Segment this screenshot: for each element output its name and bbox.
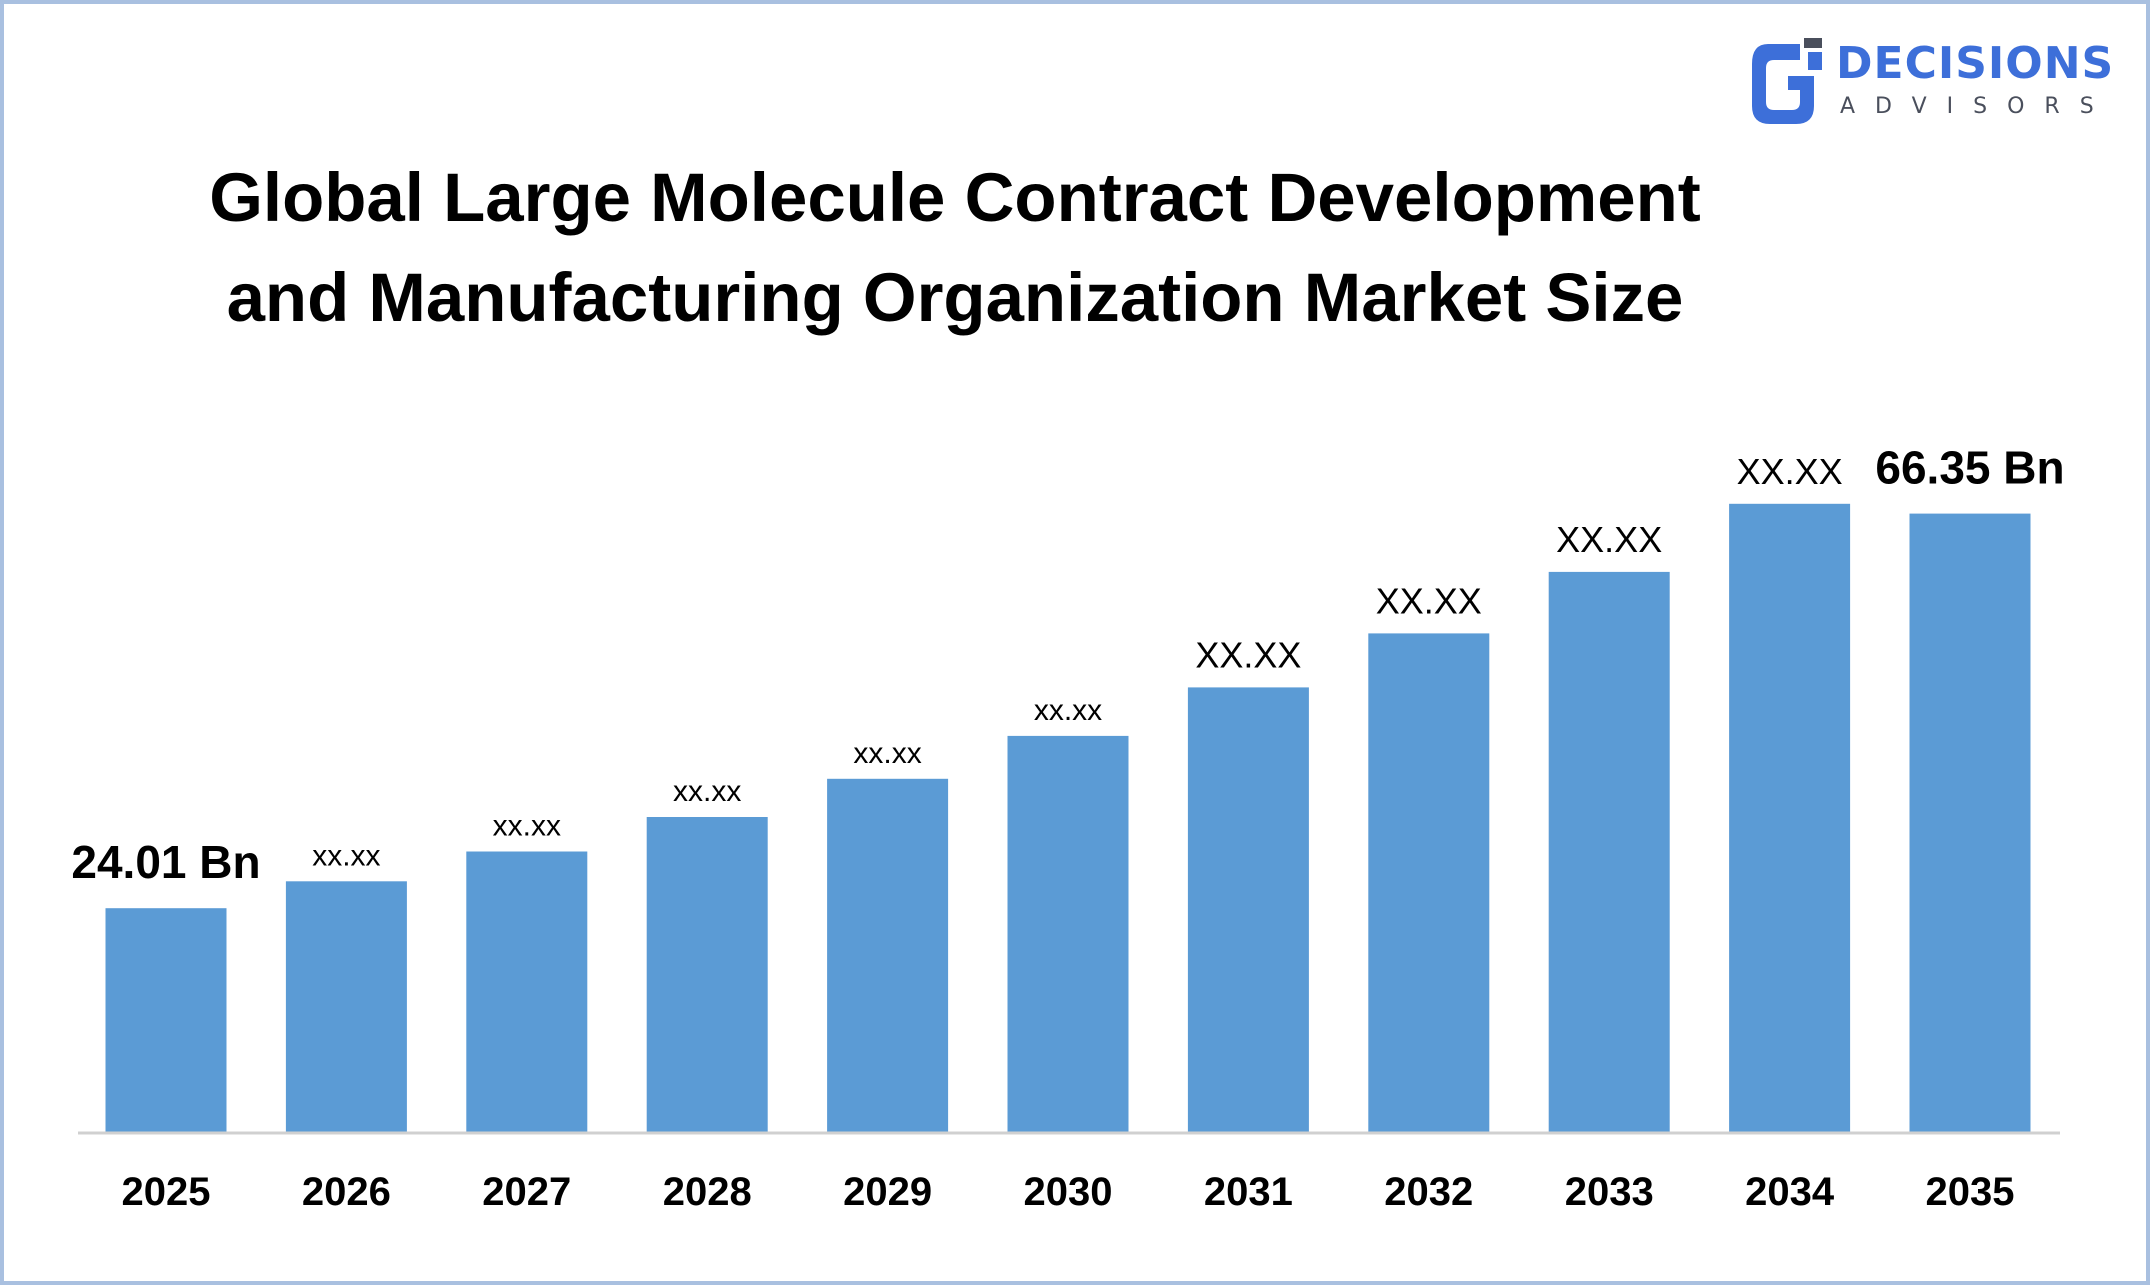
data-label-2029: xx.xx	[853, 737, 921, 770]
x-tick-2035: 2035	[1926, 1170, 2015, 1214]
data-label-2026: xx.xx	[312, 839, 380, 872]
brand-logo: DECISIONS ADVISORS	[1748, 36, 2118, 126]
x-tick-2033: 2033	[1565, 1170, 1654, 1214]
bar-2026	[285, 881, 407, 1132]
data-label-2034: XX.XX	[1737, 451, 1843, 492]
data-label-2032: XX.XX	[1376, 580, 1482, 621]
x-tick-2025: 2025	[122, 1170, 211, 1214]
x-tick-2032: 2032	[1384, 1170, 1473, 1214]
logo-tagline: ADVISORS	[1840, 94, 2114, 119]
bar-group	[105, 503, 2031, 1132]
chart-title-line-1: Global Large Molecule Contract Developme…	[209, 159, 1701, 236]
x-tick-2034: 2034	[1745, 1170, 1835, 1214]
x-tick-group: 2025 2026 2027 2028 2029 2030 2031 2032 2033 2034…	[122, 1170, 2015, 1214]
x-tick-2029: 2029	[843, 1170, 932, 1214]
bar-2033	[1548, 571, 1670, 1132]
x-tick-2027: 2027	[482, 1170, 571, 1214]
bar-2031	[1187, 687, 1309, 1132]
bar-2030	[1007, 735, 1129, 1132]
bar-2027	[466, 851, 588, 1132]
bar-2025	[105, 908, 227, 1132]
bar-2028	[646, 817, 768, 1132]
logo-wordmark: DECISIONS	[1836, 38, 2115, 89]
data-label-2033: XX.XX	[1556, 519, 1662, 560]
decisions-advisors-logo-icon	[1752, 38, 1822, 124]
bar-2029	[827, 778, 949, 1132]
x-tick-2031: 2031	[1204, 1170, 1293, 1214]
data-label-2030: xx.xx	[1034, 694, 1102, 727]
x-tick-2030: 2030	[1024, 1170, 1113, 1214]
chart-title: Global Large Molecule Contract Developme…	[120, 148, 1790, 348]
data-label-2031: XX.XX	[1195, 634, 1301, 675]
data-label-2025: 24.01 Bn	[71, 836, 260, 888]
x-tick-2028: 2028	[663, 1170, 752, 1214]
chart-title-line-2: and Manufacturing Organization Market Si…	[226, 259, 1684, 336]
bar-2032	[1368, 633, 1490, 1132]
data-label-group: 24.01 Bn xx.xx xx.xx xx.xx xx.xx xx.xx XX.XX XX…	[71, 442, 2064, 889]
data-label-2027: xx.xx	[493, 810, 561, 843]
x-tick-2026: 2026	[302, 1170, 391, 1214]
data-label-2035: 66.35 Bn	[1875, 442, 2064, 494]
bar-2035	[1909, 513, 2031, 1132]
bar-2034	[1729, 503, 1851, 1132]
data-label-2028: xx.xx	[673, 775, 741, 808]
